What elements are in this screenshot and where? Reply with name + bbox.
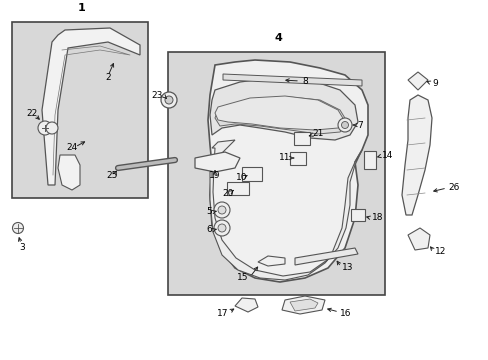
FancyBboxPatch shape <box>12 22 148 198</box>
Circle shape <box>337 118 351 132</box>
Bar <box>363 151 375 169</box>
Text: 11: 11 <box>278 153 289 162</box>
Polygon shape <box>407 228 429 250</box>
Text: 1: 1 <box>78 3 86 13</box>
Text: 10: 10 <box>236 174 247 183</box>
Polygon shape <box>289 299 317 311</box>
Polygon shape <box>215 97 347 134</box>
Text: 25: 25 <box>106 171 118 180</box>
Text: 24: 24 <box>66 144 78 153</box>
Circle shape <box>161 92 177 108</box>
Polygon shape <box>282 296 325 314</box>
Circle shape <box>214 202 229 218</box>
Text: 2: 2 <box>105 73 111 82</box>
Text: 23: 23 <box>151 90 163 99</box>
Text: 15: 15 <box>236 274 247 283</box>
Text: 21: 21 <box>311 130 323 139</box>
Polygon shape <box>58 155 80 190</box>
Polygon shape <box>195 152 240 172</box>
Polygon shape <box>223 74 361 86</box>
Text: 7: 7 <box>356 121 362 130</box>
Bar <box>289 152 305 165</box>
Text: 14: 14 <box>381 150 392 159</box>
Circle shape <box>341 122 348 129</box>
Polygon shape <box>207 60 367 282</box>
Text: 12: 12 <box>434 248 446 256</box>
Text: 22: 22 <box>26 108 38 117</box>
Text: 3: 3 <box>19 243 25 252</box>
Text: 19: 19 <box>209 171 220 180</box>
Circle shape <box>38 121 52 135</box>
Text: 5: 5 <box>206 207 212 216</box>
Bar <box>293 131 309 144</box>
Text: 4: 4 <box>273 33 282 43</box>
Polygon shape <box>209 78 357 140</box>
Polygon shape <box>235 298 258 312</box>
Circle shape <box>46 122 58 134</box>
Polygon shape <box>401 95 431 215</box>
Text: 16: 16 <box>339 309 351 318</box>
Text: 26: 26 <box>447 184 458 193</box>
Text: 6: 6 <box>206 225 212 234</box>
Text: 20: 20 <box>222 189 233 198</box>
Polygon shape <box>258 256 285 266</box>
Circle shape <box>164 96 173 104</box>
Text: 18: 18 <box>371 213 383 222</box>
Bar <box>242 167 262 181</box>
Polygon shape <box>215 96 343 130</box>
Text: 9: 9 <box>431 78 437 87</box>
Text: 8: 8 <box>302 77 307 85</box>
Polygon shape <box>209 140 361 280</box>
Polygon shape <box>42 28 140 185</box>
Circle shape <box>218 224 225 232</box>
Polygon shape <box>407 72 427 90</box>
Bar <box>350 209 364 221</box>
FancyBboxPatch shape <box>168 52 384 295</box>
Text: 17: 17 <box>216 309 227 318</box>
Bar <box>226 181 248 194</box>
Circle shape <box>13 222 23 234</box>
Circle shape <box>218 206 225 214</box>
Text: 13: 13 <box>341 264 353 273</box>
Circle shape <box>214 220 229 236</box>
Polygon shape <box>294 248 357 265</box>
